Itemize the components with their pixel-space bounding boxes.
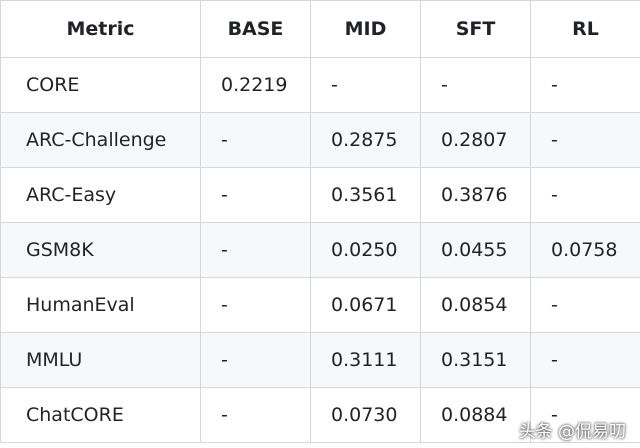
score-cell: -: [201, 333, 311, 388]
score-cell: 0.0250: [311, 223, 421, 278]
header-cell: Metric: [1, 0, 201, 58]
score-cell: -: [531, 333, 640, 388]
score-cell: 0.3111: [311, 333, 421, 388]
metric-name: MMLU: [1, 333, 201, 388]
score-cell: -: [311, 58, 421, 113]
header-cell: MID: [311, 0, 421, 58]
score-cell: -: [201, 168, 311, 223]
score-cell: -: [201, 223, 311, 278]
score-cell: -: [531, 388, 640, 443]
header-cell: RL: [531, 0, 640, 58]
score-cell: 0.0730: [311, 388, 421, 443]
metric-name: ChatCORE: [1, 388, 201, 443]
metric-name: GSM8K: [1, 223, 201, 278]
metric-name: HumanEval: [1, 278, 201, 333]
score-cell: -: [201, 278, 311, 333]
score-cell: -: [531, 278, 640, 333]
score-cell: 0.2219: [201, 58, 311, 113]
metric-name: ARC-Challenge: [1, 113, 201, 168]
header-cell: BASE: [201, 0, 311, 58]
metric-name: CORE: [1, 58, 201, 113]
metric-name: ARC-Easy: [1, 168, 201, 223]
score-cell: 0.0884: [421, 388, 531, 443]
score-cell: -: [421, 58, 531, 113]
score-cell: -: [531, 58, 640, 113]
score-cell: -: [201, 388, 311, 443]
header-cell: SFT: [421, 0, 531, 58]
score-cell: 0.0758: [531, 223, 640, 278]
score-cell: 0.0671: [311, 278, 421, 333]
watermark: 头条 @侃易叨: [518, 422, 626, 442]
score-cell: 0.2807: [421, 113, 531, 168]
score-cell: 0.0854: [421, 278, 531, 333]
score-cell: 0.3876: [421, 168, 531, 223]
score-cell: -: [531, 168, 640, 223]
score-cell: -: [201, 113, 311, 168]
score-cell: -: [531, 113, 640, 168]
score-cell: 0.2875: [311, 113, 421, 168]
score-cell: 0.3561: [311, 168, 421, 223]
score-cell: 0.0455: [421, 223, 531, 278]
score-cell: 0.3151: [421, 333, 531, 388]
